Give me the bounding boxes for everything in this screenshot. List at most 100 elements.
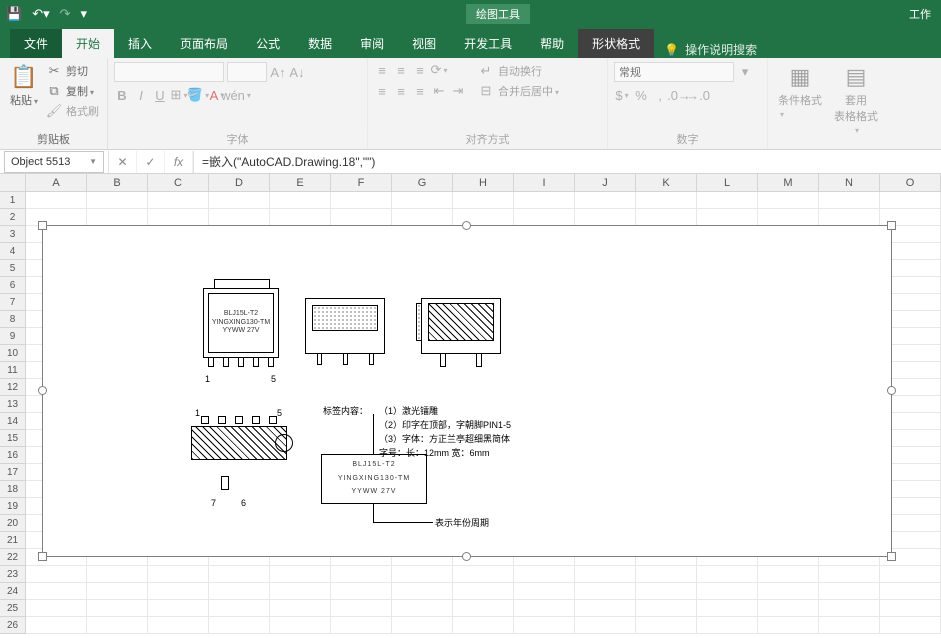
cell[interactable] [636, 583, 697, 600]
increase-font-icon[interactable]: A↑ [270, 64, 286, 80]
cell[interactable] [514, 583, 575, 600]
cell[interactable] [392, 209, 453, 226]
cell[interactable] [575, 209, 636, 226]
cell[interactable] [270, 617, 331, 634]
cond-format-button[interactable]: ▦条件格式 [774, 62, 826, 122]
cell[interactable] [148, 600, 209, 617]
cell[interactable] [453, 583, 514, 600]
row-header[interactable]: 8 [0, 311, 26, 328]
cell[interactable] [819, 192, 880, 209]
table-format-button[interactable]: ▤套用 表格格式 [830, 62, 882, 138]
cell[interactable] [87, 566, 148, 583]
cell[interactable] [148, 566, 209, 583]
tell-me[interactable]: 💡 操作说明搜索 [664, 41, 757, 58]
comma-icon[interactable]: , [652, 87, 668, 103]
cell[interactable] [148, 192, 209, 209]
row-header[interactable]: 16 [0, 447, 26, 464]
cell[interactable] [453, 192, 514, 209]
cell[interactable] [148, 583, 209, 600]
phonetic-icon[interactable]: wén [228, 87, 244, 103]
inc-decimal-icon[interactable]: .0→ [671, 87, 687, 103]
cell[interactable] [26, 600, 87, 617]
cell[interactable] [636, 192, 697, 209]
redo-icon[interactable]: ↷ [60, 6, 71, 22]
tab-insert[interactable]: 插入 [114, 29, 166, 58]
percent-icon[interactable]: % [633, 87, 649, 103]
col-header[interactable]: K [636, 174, 697, 191]
border-icon[interactable]: ⊞ [171, 87, 187, 103]
col-header[interactable]: G [392, 174, 453, 191]
cell[interactable] [331, 209, 392, 226]
formula-input[interactable]: =嵌入("AutoCAD.Drawing.18","") [194, 153, 941, 170]
painter-button[interactable]: 🖌格式刷 [46, 102, 99, 119]
italic-button[interactable]: I [133, 87, 149, 103]
dec-decimal-icon[interactable]: →.0 [690, 87, 706, 103]
cell[interactable] [26, 209, 87, 226]
cell[interactable] [880, 600, 941, 617]
cell[interactable] [87, 209, 148, 226]
cell[interactable] [636, 617, 697, 634]
cell[interactable] [331, 600, 392, 617]
cell[interactable] [819, 617, 880, 634]
cell[interactable] [392, 566, 453, 583]
col-header[interactable]: J [575, 174, 636, 191]
row-header[interactable]: 4 [0, 243, 26, 260]
cell[interactable] [697, 192, 758, 209]
cut-button[interactable]: ✂剪切 [46, 62, 99, 79]
row-header[interactable]: 12 [0, 379, 26, 396]
col-header[interactable]: D [209, 174, 270, 191]
row-header[interactable]: 17 [0, 464, 26, 481]
cell[interactable] [514, 600, 575, 617]
cell[interactable] [148, 617, 209, 634]
cell[interactable] [758, 583, 819, 600]
align-top-icon[interactable]: ≡ [374, 62, 390, 78]
cell[interactable] [758, 566, 819, 583]
cell[interactable] [331, 566, 392, 583]
paste-button[interactable]: 📋 粘贴 [6, 62, 42, 110]
cell[interactable] [87, 583, 148, 600]
cell[interactable] [87, 600, 148, 617]
cell[interactable] [575, 566, 636, 583]
cell[interactable] [148, 209, 209, 226]
row-header[interactable]: 24 [0, 583, 26, 600]
align-right-icon[interactable]: ≡ [412, 83, 428, 99]
tab-shape-format[interactable]: 形状格式 [578, 29, 654, 58]
col-header[interactable]: L [697, 174, 758, 191]
row-header[interactable]: 25 [0, 600, 26, 617]
cell[interactable] [87, 192, 148, 209]
row-header[interactable]: 19 [0, 498, 26, 515]
cell[interactable] [575, 583, 636, 600]
name-box[interactable]: Object 5513 ▼ [4, 151, 104, 173]
cell[interactable] [575, 617, 636, 634]
decrease-font-icon[interactable]: A↓ [289, 64, 305, 80]
row-header[interactable]: 20 [0, 515, 26, 532]
cell[interactable] [26, 566, 87, 583]
cell[interactable] [209, 583, 270, 600]
cell[interactable] [758, 600, 819, 617]
qat-more-icon[interactable]: ▾ [81, 6, 88, 22]
align-left-icon[interactable]: ≡ [374, 83, 390, 99]
cell[interactable] [880, 566, 941, 583]
col-header[interactable]: I [514, 174, 575, 191]
bold-button[interactable]: B [114, 87, 130, 103]
cell[interactable] [819, 583, 880, 600]
cell[interactable] [636, 209, 697, 226]
align-center-icon[interactable]: ≡ [393, 83, 409, 99]
cell[interactable] [880, 583, 941, 600]
tab-developer[interactable]: 开发工具 [450, 29, 526, 58]
cell[interactable] [392, 600, 453, 617]
copy-button[interactable]: ⧉复制 [46, 82, 99, 99]
select-all[interactable] [0, 174, 26, 191]
number-dd-icon[interactable]: ▾ [737, 64, 753, 80]
tab-layout[interactable]: 页面布局 [166, 29, 242, 58]
cell[interactable] [758, 192, 819, 209]
row-header[interactable]: 3 [0, 226, 26, 243]
col-header[interactable]: C [148, 174, 209, 191]
cell[interactable] [819, 600, 880, 617]
tab-home[interactable]: 开始 [62, 29, 114, 58]
cell[interactable] [636, 566, 697, 583]
cell[interactable] [575, 600, 636, 617]
cancel-icon[interactable]: ✕ [109, 151, 137, 173]
tab-view[interactable]: 视图 [398, 29, 450, 58]
align-middle-icon[interactable]: ≡ [393, 62, 409, 78]
